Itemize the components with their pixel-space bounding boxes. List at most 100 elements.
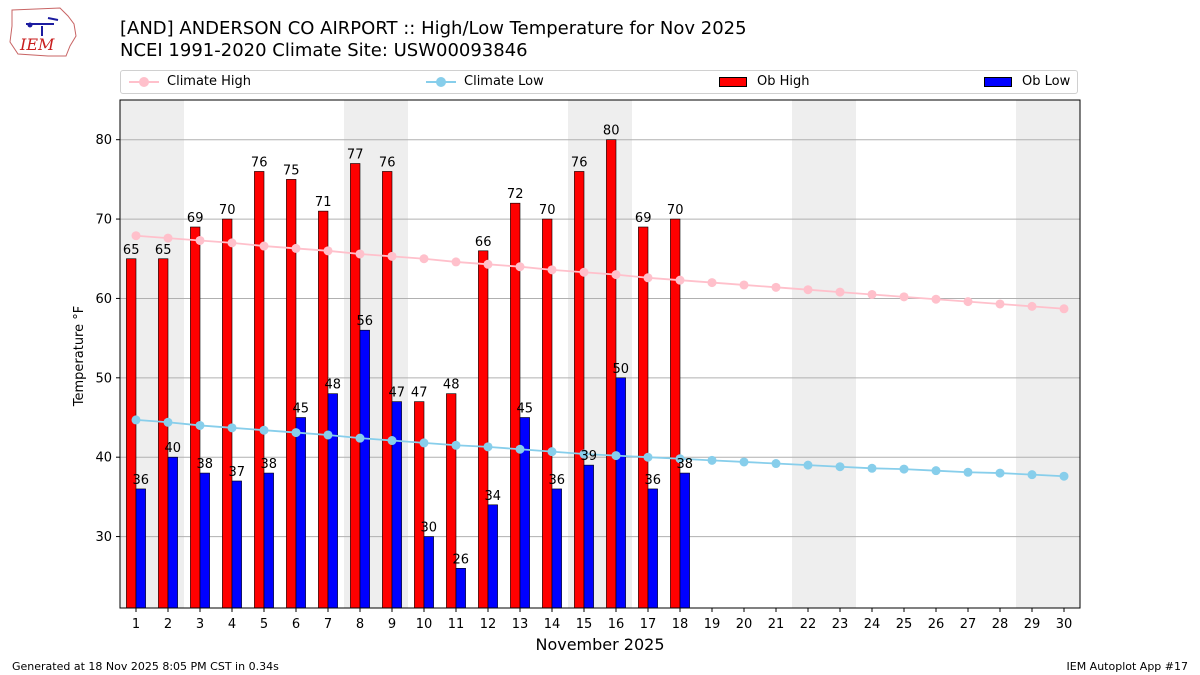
ob-high-bar <box>318 210 329 609</box>
ob-low-label: 50 <box>613 362 630 377</box>
climate-low-point <box>675 454 685 464</box>
climate-low-point <box>163 417 173 427</box>
plot-frame <box>119 99 1081 609</box>
ob-low-bar <box>455 568 466 609</box>
x-tick-label: 7 <box>324 617 332 632</box>
climate-low-point <box>867 463 877 473</box>
ob-low-label: 56 <box>357 314 374 329</box>
y-tick-label: 40 <box>95 451 112 466</box>
ob-low-bar <box>231 480 242 609</box>
weekend-shade-day-29 <box>1016 100 1048 608</box>
climate-low-point <box>899 464 909 474</box>
weekend-shade-day-23 <box>824 100 856 608</box>
ob-low-bar <box>167 456 178 609</box>
climate-low-point <box>643 452 653 462</box>
ob-low-bar <box>359 329 370 609</box>
climate-high-point <box>611 270 621 280</box>
x-tick-label: 9 <box>388 617 396 632</box>
climate-low-point <box>227 423 237 433</box>
x-tick-label: 22 <box>800 617 817 632</box>
ob-high-label: 80 <box>603 124 620 139</box>
climate-low-line <box>135 418 1065 478</box>
ob-high-label: 65 <box>155 243 172 258</box>
climate-low-point <box>835 462 845 472</box>
climate-low-point <box>547 447 557 457</box>
footer-generated: Generated at 18 Nov 2025 8:05 PM CST in … <box>12 660 279 673</box>
climate-low-point <box>259 425 269 435</box>
ob-high-bar <box>126 258 137 609</box>
climate-high-point <box>579 267 589 277</box>
ob-low-bar <box>135 488 146 609</box>
ob-high-bar <box>158 258 169 609</box>
ob-low-label: 40 <box>165 441 182 456</box>
legend-climate-low-label: Climate Low <box>464 74 544 89</box>
ob-low-label: 36 <box>645 473 662 488</box>
x-tick-label: 24 <box>864 617 881 632</box>
climate-high-point <box>803 285 813 295</box>
ob-low-label: 26 <box>453 552 470 567</box>
ob-low-label: 48 <box>325 378 342 393</box>
ob-high-label: 76 <box>251 155 268 170</box>
climate-low-point <box>963 467 973 477</box>
climate-high-point <box>963 297 973 307</box>
y-tick-label: 60 <box>95 292 112 307</box>
climate-high-point <box>227 238 237 248</box>
climate-high-point <box>355 249 365 259</box>
ob-low-bar <box>263 472 274 609</box>
ob-high-label: 76 <box>571 155 588 170</box>
x-tick-label: 26 <box>928 617 945 632</box>
ob-high-label: 70 <box>667 203 684 218</box>
x-tick-label: 15 <box>576 617 593 632</box>
legend-climate-high: Climate High <box>129 74 251 89</box>
footer-app: IEM Autoplot App #17 <box>1066 660 1189 673</box>
x-tick-label: 5 <box>260 617 268 632</box>
y-tick-label: 80 <box>95 133 112 148</box>
ob-low-label: 38 <box>197 457 214 472</box>
x-tick-label: 18 <box>672 617 689 632</box>
ob-low-bar <box>199 472 210 609</box>
x-tick-label: 27 <box>960 617 977 632</box>
ob-low-bar <box>551 488 562 609</box>
logo-text: IEM <box>19 35 55 54</box>
climate-low-point <box>323 430 333 440</box>
climate-high-point <box>323 246 333 256</box>
climate-high-line <box>135 234 1065 310</box>
climate-high-point <box>515 262 525 272</box>
climate-high-point <box>259 241 269 251</box>
climate-low-point <box>387 436 397 446</box>
climate-high-point <box>163 233 173 243</box>
ob-low-label: 37 <box>229 465 246 480</box>
ob-low-bar <box>391 401 402 609</box>
ob-low-bar <box>679 472 690 609</box>
legend-climate-low: Climate Low <box>426 74 544 89</box>
x-tick-label: 1 <box>132 617 140 632</box>
legend: Climate High Climate Low Ob High Ob Low <box>120 70 1078 94</box>
ob-high-bar <box>446 393 457 609</box>
climate-high-point <box>899 292 909 302</box>
x-tick-label: 3 <box>196 617 204 632</box>
x-tick-label: 4 <box>228 617 236 632</box>
climate-high-point <box>739 280 749 290</box>
climate-low-point <box>515 444 525 454</box>
climate-low-point <box>995 468 1005 478</box>
legend-ob-high-label: Ob High <box>757 74 810 89</box>
x-tick-label: 23 <box>832 617 849 632</box>
ob-low-label: 45 <box>293 402 310 417</box>
climate-high-point <box>675 275 685 285</box>
climate-low-point <box>611 451 621 461</box>
ob-low-label: 30 <box>421 521 438 536</box>
ob-high-label: 76 <box>379 155 396 170</box>
x-tick-label: 2 <box>164 617 172 632</box>
climate-low-point <box>419 438 429 448</box>
ob-high-bar <box>542 218 553 609</box>
ob-low-label: 34 <box>485 489 502 504</box>
ob-high-label: 77 <box>347 148 364 163</box>
climate-low-point <box>707 455 717 465</box>
climate-high-point <box>835 287 845 297</box>
climate-low-point <box>803 460 813 470</box>
climate-high-point <box>547 265 557 275</box>
ob-high-bar <box>478 250 489 609</box>
ob-high-bar <box>222 218 233 609</box>
ob-low-bar <box>423 536 434 609</box>
x-tick-label: 10 <box>416 617 433 632</box>
